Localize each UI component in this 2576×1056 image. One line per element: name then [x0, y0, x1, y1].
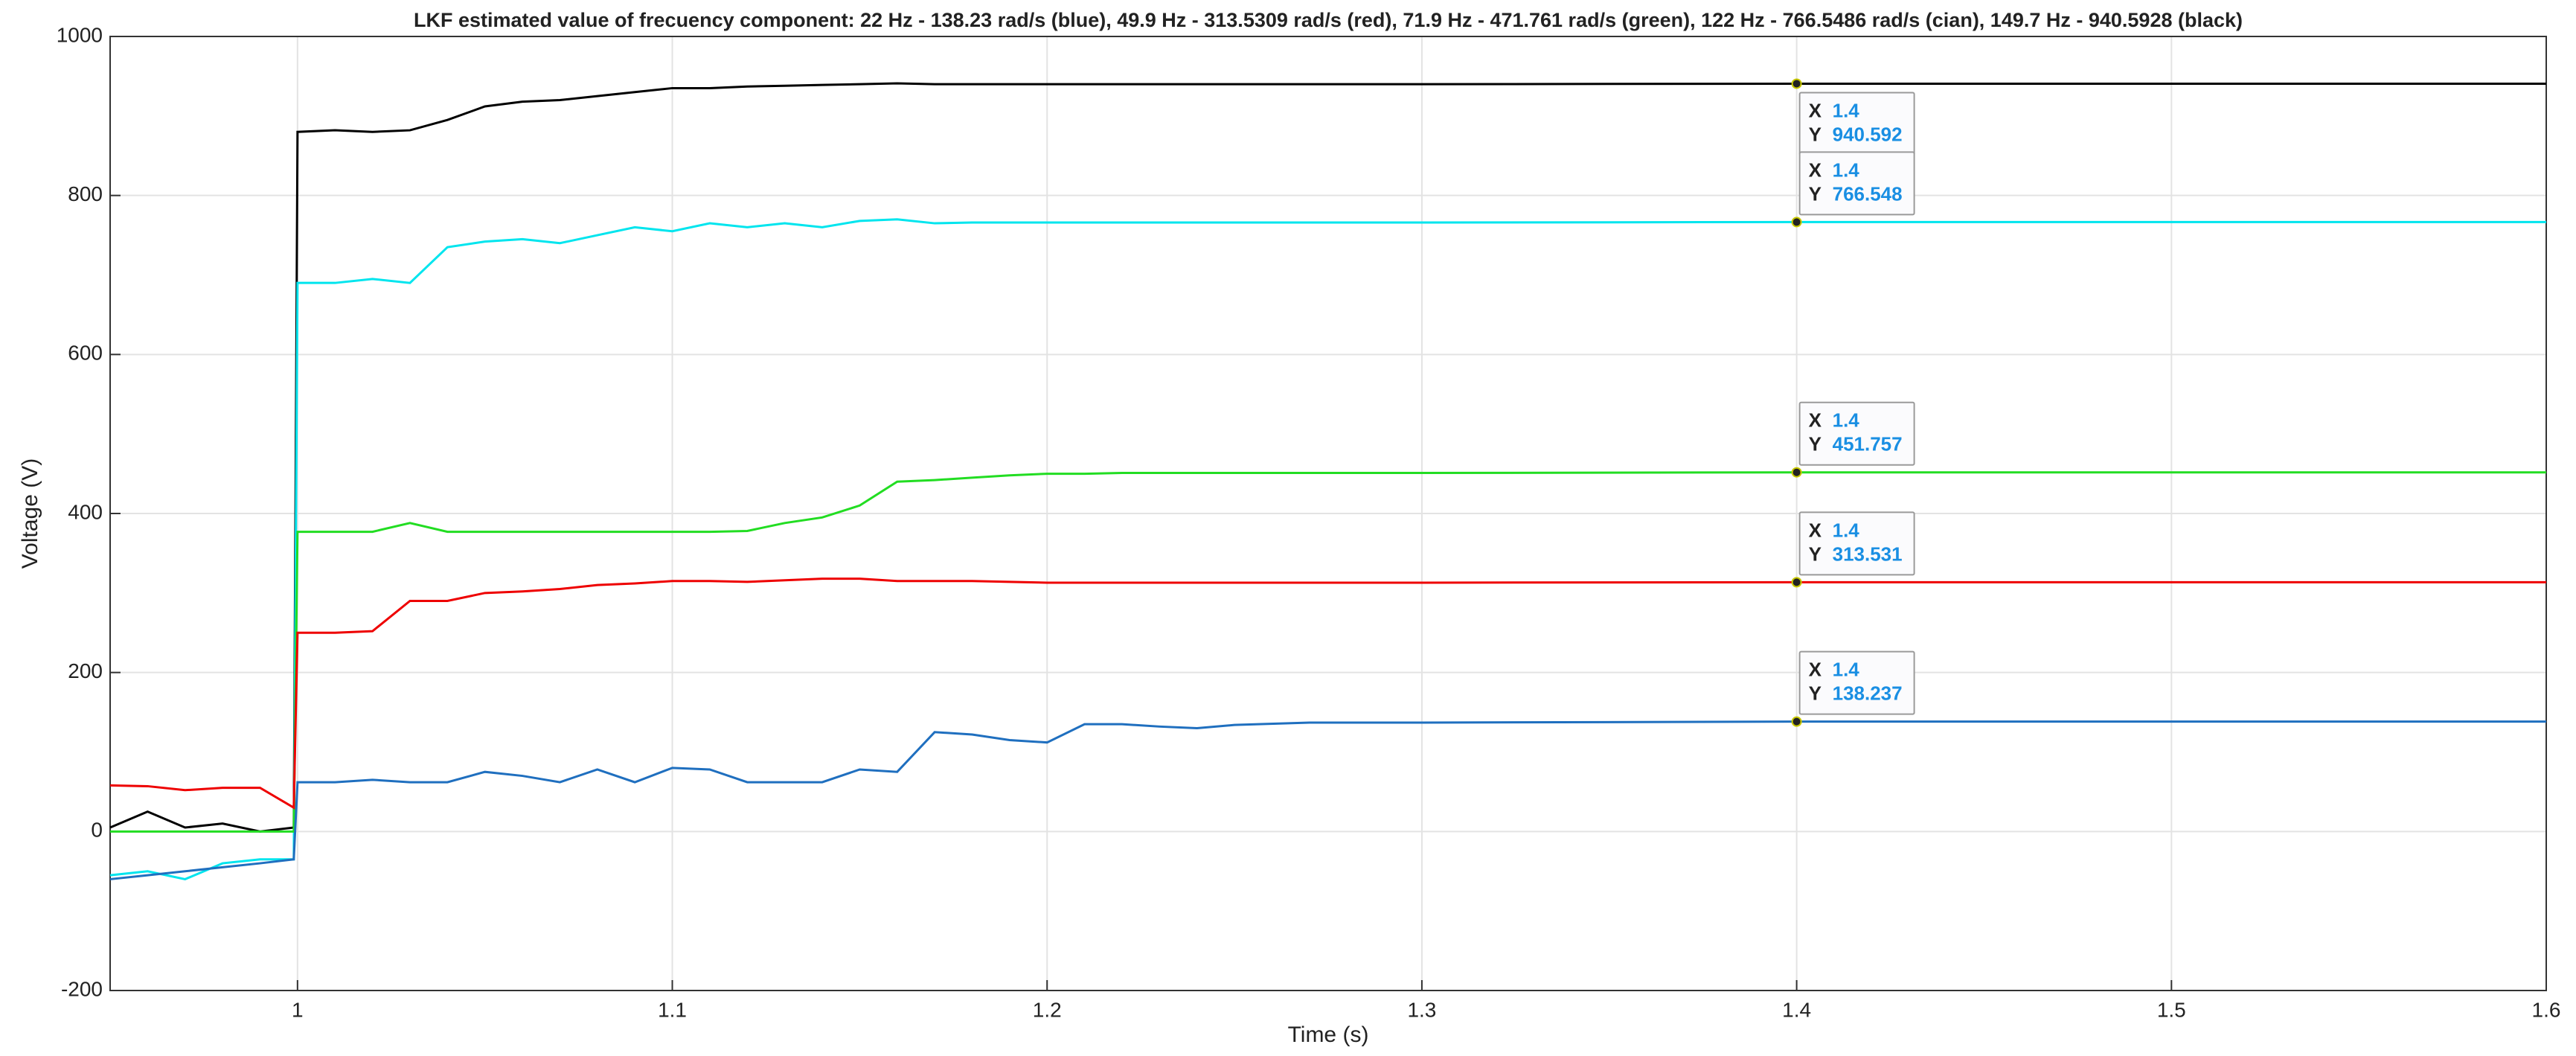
datatip-x: 1.4 — [1833, 519, 1860, 541]
datatip-marker — [1791, 78, 1802, 89]
series-line — [109, 82, 2546, 833]
datatip-label: X — [1809, 99, 1822, 121]
x-tick-label: 1.6 — [2532, 998, 2561, 1021]
datatip-label: Y — [1809, 543, 1822, 565]
datatip-x: 1.4 — [1833, 409, 1860, 432]
y-tick-label: 1000 — [57, 23, 103, 46]
datatip-label: Y — [1809, 182, 1822, 205]
datatip-box — [1798, 151, 1915, 216]
y-tick-label: -200 — [61, 977, 103, 1000]
x-tick-label: 1.5 — [2157, 998, 2186, 1021]
y-tick-label: 400 — [68, 500, 103, 523]
datatip-y: 766.548 — [1833, 182, 1903, 205]
datatip-box — [1798, 401, 1915, 466]
datatip-x: 1.4 — [1833, 659, 1860, 681]
datatip-y: 940.592 — [1833, 123, 1903, 145]
y-axis-label: Voltage (V) — [18, 458, 42, 569]
y-tick-label: 200 — [68, 659, 103, 682]
datatip-label: X — [1809, 409, 1822, 432]
datatip-x: 1.4 — [1833, 99, 1860, 121]
chart-title: LKF estimated value of frecuency compone… — [414, 9, 2243, 31]
datatip-y: 138.237 — [1833, 682, 1903, 705]
datatip-marker — [1791, 716, 1802, 727]
x-axis-label: Time (s) — [1288, 1023, 1369, 1047]
series-line — [110, 471, 2546, 833]
datatip-marker — [1791, 467, 1802, 478]
datatip-label: Y — [1809, 682, 1822, 705]
y-tick-label: 800 — [68, 182, 103, 205]
datatip-x: 1.4 — [1833, 159, 1860, 181]
series-line — [109, 577, 2546, 810]
x-tick-label: 1 — [292, 998, 304, 1021]
x-tick-label: 1.4 — [1782, 998, 1811, 1021]
datatip-label: X — [1809, 159, 1822, 181]
datatip-marker — [1791, 577, 1802, 588]
plot-frame — [109, 36, 2547, 991]
x-tick-label: 1.3 — [1407, 998, 1436, 1021]
y-tick-label: 0 — [91, 819, 103, 842]
datatip-label: X — [1809, 519, 1822, 541]
datatip-y: 451.757 — [1833, 433, 1903, 455]
x-tick-label: 1.2 — [1033, 998, 1062, 1021]
datatip-box — [1798, 511, 1915, 576]
datatip-y: 313.531 — [1833, 543, 1903, 565]
datatip-marker — [1791, 217, 1802, 228]
x-tick-label: 1.1 — [658, 998, 687, 1021]
datatip-box — [1798, 650, 1915, 715]
datatip-label: Y — [1809, 123, 1822, 145]
series-line — [109, 218, 2546, 880]
y-tick-label: 600 — [68, 342, 103, 365]
series-line — [109, 720, 2546, 880]
datatip-label: Y — [1809, 433, 1822, 455]
datatip-label: X — [1809, 659, 1822, 681]
